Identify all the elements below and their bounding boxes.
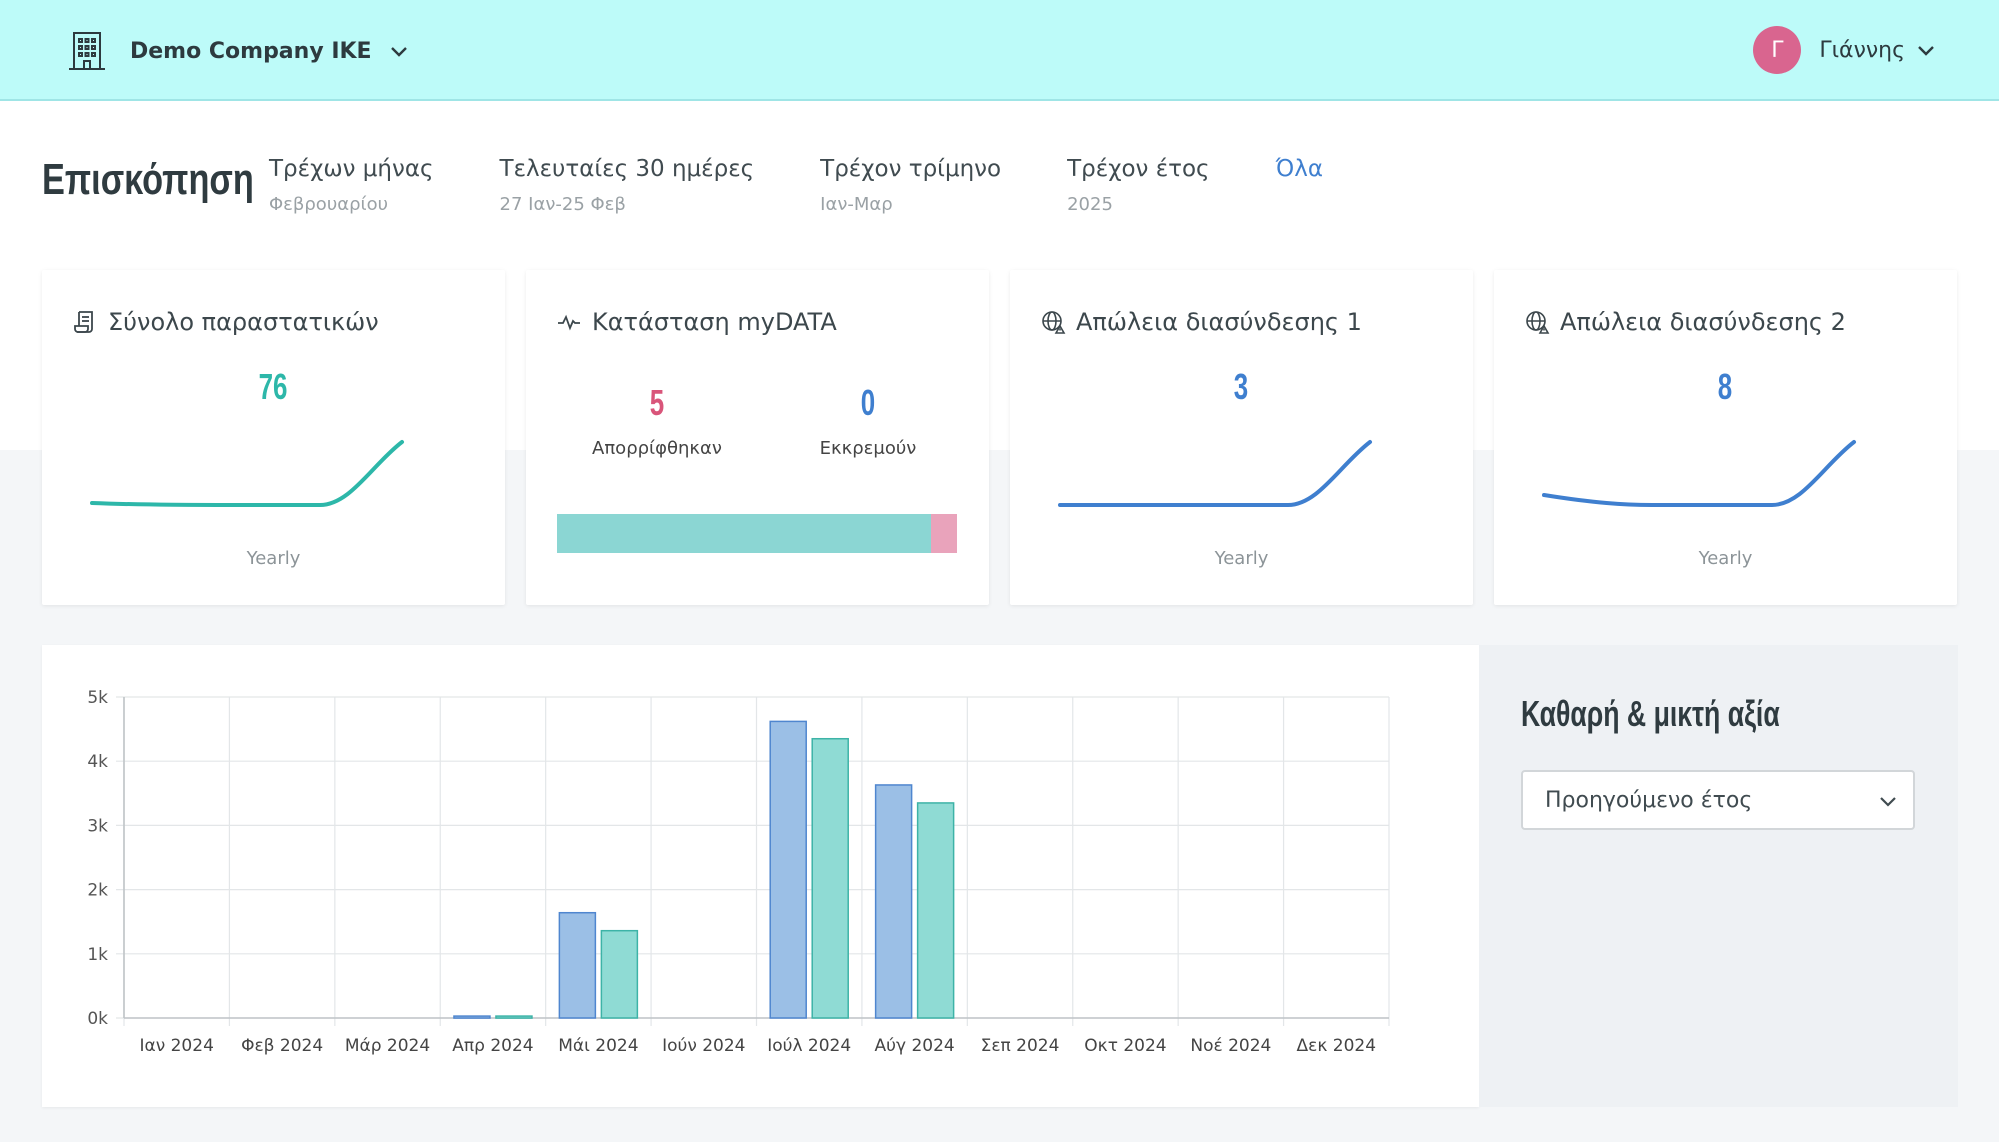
pending-value: 0 [860, 382, 876, 423]
x-tick-label: Αύγ 2024 [875, 1036, 955, 1056]
bar-chart: 0k 1k 2k 3k 4k 5k Ιαν 2024 Φεβ 2024 Μάρ 2024 Απρ … [87, 688, 1390, 1056]
bar-series-2 [811, 737, 849, 1019]
x-tick-label: Ιούν 2024 [662, 1036, 745, 1056]
period-current-quarter[interactable]: Τρέχον τρίμηνο Ιαν-Μαρ [820, 156, 1001, 215]
x-tick-label: Ιούλ 2024 [767, 1036, 851, 1056]
sparkline [90, 440, 404, 507]
bar-series-2 [916, 802, 955, 1019]
y-tick-label: 1k [87, 945, 108, 965]
company-switcher[interactable]: Demo Company IKE [66, 28, 410, 74]
y-tick-label: 0k [87, 1009, 108, 1029]
card-value: 76 [42, 366, 505, 408]
mydata-rejected: 5 Απορρίφθηκαν [557, 382, 757, 459]
period-current-year[interactable]: Τρέχον έτος 2025 [1067, 156, 1209, 215]
status-bar-rejected-segment [931, 514, 957, 553]
pending-count: 0 [768, 382, 968, 424]
period-current-month[interactable]: Τρέχων μήνας Φεβρουαρίου [269, 156, 434, 215]
x-tick-label: Φεβ 2024 [241, 1036, 323, 1056]
card-title-text: Σύνολο παραστατικών [108, 308, 379, 336]
period-sub: Φεβρουαρίου [269, 194, 389, 215]
period-sub: 2025 [1067, 194, 1113, 215]
card-connection-loss-1: Απώλεια διασύνδεσης 1 3 Yearly [1010, 270, 1473, 605]
period-sub: 27 Ιαν-25 Φεβ [499, 194, 626, 215]
sparkline [1542, 440, 1856, 507]
company-name: Demo Company IKE [130, 38, 372, 64]
period-last-30-days[interactable]: Τελευταίες 30 ημέρες 27 Ιαν-25 Φεβ [500, 156, 755, 215]
period-label: Τρέχον έτος [1067, 156, 1210, 182]
card-title-text: Απώλεια διασύνδεσης 2 [1560, 308, 1846, 336]
period-select[interactable]: Προηγούμενο έτος [1521, 770, 1915, 830]
globe-warning-icon [1526, 311, 1550, 334]
mydata-status-bar [557, 514, 957, 553]
period-label: Όλα [1275, 156, 1324, 182]
card-footer: Yearly [1214, 548, 1269, 569]
card-footer: Yearly [246, 548, 301, 569]
activity-icon [558, 314, 580, 331]
mydata-pending: 0 Εκκρεμούν [768, 382, 968, 459]
top-bar: Demo Company IKE Γ Γιάννης [0, 0, 1999, 101]
period-all[interactable]: Όλα [1276, 156, 1323, 215]
rejected-label: Απορρίφθηκαν [592, 438, 722, 459]
y-tick-label: 5k [87, 688, 108, 708]
period-label: Τρέχον τρίμηνο [820, 156, 1002, 182]
card-invoices-total: Σύνολο παραστατικών 76 Yearly [42, 270, 505, 605]
y-tick-label: 3k [87, 816, 108, 836]
x-tick-label: Απρ 2024 [452, 1036, 533, 1056]
globe-warning-icon [1042, 311, 1066, 334]
net-gross-chart-panel: 0k 1k 2k 3k 4k 5k Ιαν 2024 Φεβ 2024 Μάρ 2024 Απρ … [42, 645, 1479, 1107]
chevron-down-icon [390, 47, 407, 57]
card-title-text: Απώλεια διασύνδεσης 1 [1076, 308, 1362, 336]
period-label: Τρέχων μήνας [269, 156, 434, 182]
bar-series-1 [453, 1015, 491, 1019]
card-title: Κατάσταση myDATA [556, 308, 837, 336]
y-tick-label: 2k [87, 881, 108, 901]
x-tick-label: Νοέ 2024 [1190, 1036, 1271, 1056]
x-tick-label: Ιαν 2024 [140, 1036, 214, 1056]
avatar: Γ [1753, 26, 1802, 74]
period-label: Τελευταίες 30 ημέρες [499, 156, 755, 182]
user-name: Γιάννης [1819, 37, 1905, 63]
x-tick-label: Σεπ 2024 [981, 1036, 1060, 1056]
x-tick-label: Μάρ 2024 [345, 1036, 430, 1056]
user-menu[interactable]: Γ Γιάννης [1753, 25, 1937, 75]
invoices-total-value: 76 [259, 366, 288, 407]
card-mydata-status: Κατάσταση myDATA 5 Απορρίφθηκαν 0 Εκκρεμ… [526, 270, 989, 605]
card-footer: Yearly [1698, 548, 1753, 569]
bar-series-1 [558, 911, 597, 1019]
bar-series-1 [769, 720, 807, 1019]
loss2-value: 8 [1718, 366, 1733, 407]
x-tick-label: Οκτ 2024 [1084, 1036, 1166, 1056]
card-value: 3 [1010, 366, 1473, 408]
status-bar-ok-segment [557, 514, 931, 553]
card-title: Απώλεια διασύνδεσης 1 [1040, 308, 1362, 336]
x-tick-label: Μάι 2024 [558, 1036, 638, 1056]
sparkline [1058, 440, 1372, 507]
bar-series-2 [495, 1015, 533, 1019]
chevron-down-icon [1880, 797, 1896, 807]
building-icon [69, 32, 105, 70]
period-sub: Ιαν-Μαρ [820, 194, 893, 215]
y-tick-label: 4k [87, 752, 108, 772]
pending-label: Εκκρεμούν [819, 438, 917, 459]
chevron-down-icon [1918, 46, 1934, 56]
period-filter: Τρέχων μήνας Φεβρουαρίου Τελευταίες 30 η… [269, 156, 1389, 215]
card-title-text: Κατάσταση myDATA [592, 308, 837, 336]
card-title: Σύνολο παραστατικών [72, 308, 379, 336]
select-value: Προηγούμενο έτος [1545, 787, 1753, 813]
loss1-value: 3 [1234, 366, 1249, 407]
rejected-value: 5 [649, 382, 665, 423]
card-value: 8 [1494, 366, 1957, 408]
bar-series-1 [874, 784, 913, 1019]
card-connection-loss-2: Απώλεια διασύνδεσης 2 8 Yearly [1494, 270, 1957, 605]
card-title: Απώλεια διασύνδεσης 2 [1524, 308, 1846, 336]
net-gross-side-panel: Καθαρή & μικτή αξία Προηγούμενο έτος [1479, 645, 1958, 1107]
bar-series-2 [600, 929, 639, 1019]
receipt-icon [74, 311, 93, 333]
rejected-count: 5 [557, 382, 757, 424]
side-title: Καθαρή & μικτή αξία [1521, 693, 1780, 734]
x-tick-label: Δεκ 2024 [1297, 1036, 1377, 1056]
page-title: Επισκόπηση [42, 155, 254, 204]
